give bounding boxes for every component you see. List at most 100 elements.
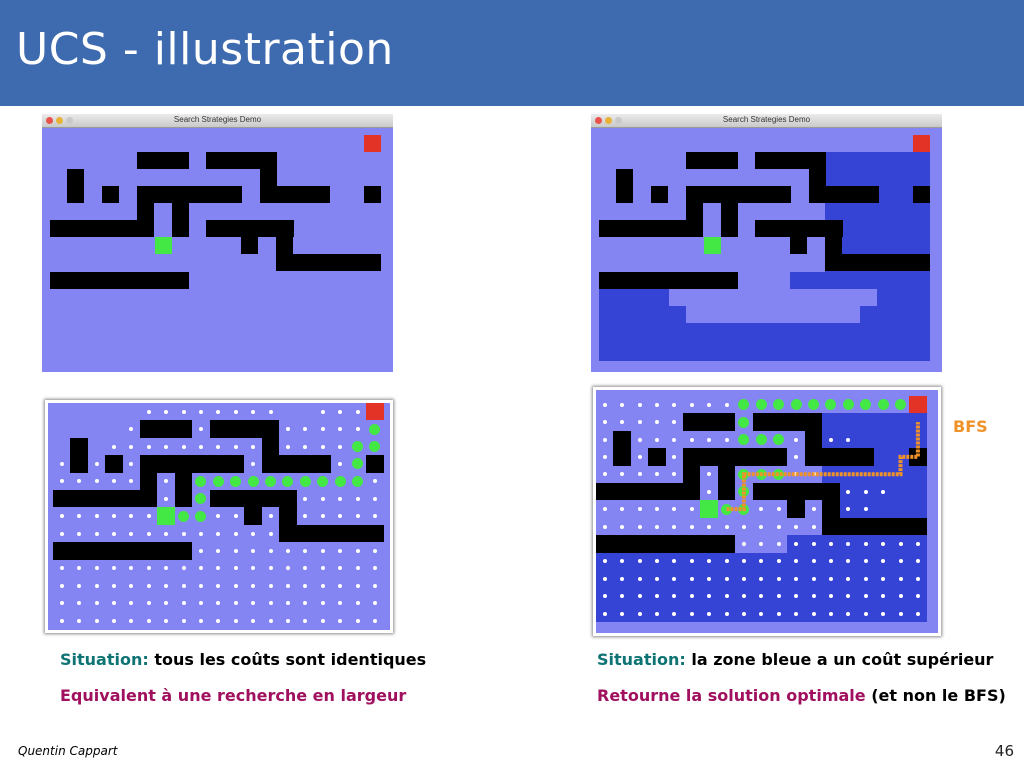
minimize-button-icon[interactable] — [56, 117, 63, 124]
explored-node — [620, 576, 625, 581]
explored-node — [129, 601, 134, 606]
explored-node — [672, 594, 677, 599]
explored-node — [654, 611, 659, 616]
path-node — [842, 399, 854, 411]
wall — [206, 152, 276, 169]
explored-node — [776, 594, 781, 599]
explored-node — [672, 454, 677, 459]
explored-node — [707, 611, 712, 616]
explored-node — [620, 420, 625, 425]
explored-node — [94, 601, 99, 606]
wall — [50, 220, 154, 237]
situation-text: la zone bleue a un coût supérieur — [691, 650, 994, 669]
goal-cell — [913, 135, 930, 152]
explored-node — [355, 514, 360, 519]
explored-node — [672, 611, 677, 616]
explored-node — [355, 427, 360, 432]
close-button-icon[interactable] — [595, 117, 602, 124]
explored-node — [181, 618, 186, 623]
explored-node — [338, 461, 343, 466]
explored-node — [372, 583, 377, 588]
path-node — [773, 434, 785, 445]
bfs-path-line — [726, 422, 920, 512]
wall — [364, 186, 381, 203]
path-node — [755, 434, 767, 445]
explored-node — [602, 524, 607, 529]
conclusion-rest: (et non le BFS) — [871, 686, 1006, 705]
path-node — [334, 475, 346, 487]
explored-node — [372, 514, 377, 519]
wall — [717, 448, 736, 501]
path-node — [282, 475, 294, 487]
explored-node — [602, 472, 607, 477]
explored-node — [59, 566, 64, 571]
explored-node — [216, 409, 221, 414]
explored-node — [689, 437, 694, 442]
explored-node — [863, 489, 868, 494]
zoom-button-icon[interactable] — [66, 117, 73, 124]
costly-zone — [825, 152, 930, 272]
explored-node — [320, 496, 325, 501]
wall — [241, 220, 258, 254]
explored-node — [216, 618, 221, 623]
wall — [822, 517, 927, 536]
bfs-label: BFS — [953, 417, 988, 436]
explored-node — [181, 566, 186, 571]
wall — [102, 186, 119, 203]
explored-node — [111, 444, 116, 449]
wall — [140, 455, 245, 473]
explored-node — [776, 559, 781, 564]
explored-node — [94, 531, 99, 536]
explored-node — [846, 507, 851, 512]
bfs-path — [726, 422, 920, 512]
path-node — [808, 399, 819, 411]
explored-node — [233, 566, 238, 571]
explored-node — [811, 559, 816, 564]
explored-node — [724, 402, 729, 407]
explored-node — [846, 541, 851, 546]
explored-node — [129, 618, 134, 623]
zoom-button-icon[interactable] — [615, 117, 622, 124]
explored-node — [303, 444, 308, 449]
explored-node — [320, 601, 325, 606]
explored-node — [724, 576, 729, 581]
explored-node — [268, 583, 273, 588]
explored-node — [129, 479, 134, 484]
explored-node — [602, 420, 607, 425]
minimize-button-icon[interactable] — [605, 117, 612, 124]
explored-node — [794, 454, 799, 459]
wall — [913, 186, 930, 203]
explored-node — [602, 402, 607, 407]
explored-node — [129, 514, 134, 519]
explored-node — [372, 548, 377, 553]
explored-node — [654, 402, 659, 407]
explored-node — [741, 576, 746, 581]
explored-node — [759, 541, 764, 546]
explored-node — [268, 548, 273, 553]
explored-node — [198, 427, 203, 432]
close-button-icon[interactable] — [46, 117, 53, 124]
explored-node — [707, 594, 712, 599]
explored-node — [828, 594, 833, 599]
explored-node — [303, 601, 308, 606]
explored-node — [268, 566, 273, 571]
explored-node — [620, 507, 625, 512]
explored-node — [637, 559, 642, 564]
explored-node — [320, 409, 325, 414]
path-node — [352, 441, 363, 452]
wall — [279, 524, 384, 543]
explored-node — [828, 576, 833, 581]
window-titlebar: Search Strategies Demo — [42, 114, 393, 128]
explored-node — [602, 454, 607, 459]
explored-node — [59, 461, 64, 466]
start-cell — [157, 507, 175, 525]
path-node — [825, 399, 837, 411]
explored-node — [759, 524, 764, 529]
explored-node — [372, 479, 377, 484]
window-title: Search Strategies Demo — [722, 115, 811, 124]
explored-node — [251, 531, 256, 536]
path-node — [212, 475, 224, 487]
explored-node — [828, 437, 833, 442]
explored-node — [338, 601, 343, 606]
path-node — [790, 399, 802, 411]
